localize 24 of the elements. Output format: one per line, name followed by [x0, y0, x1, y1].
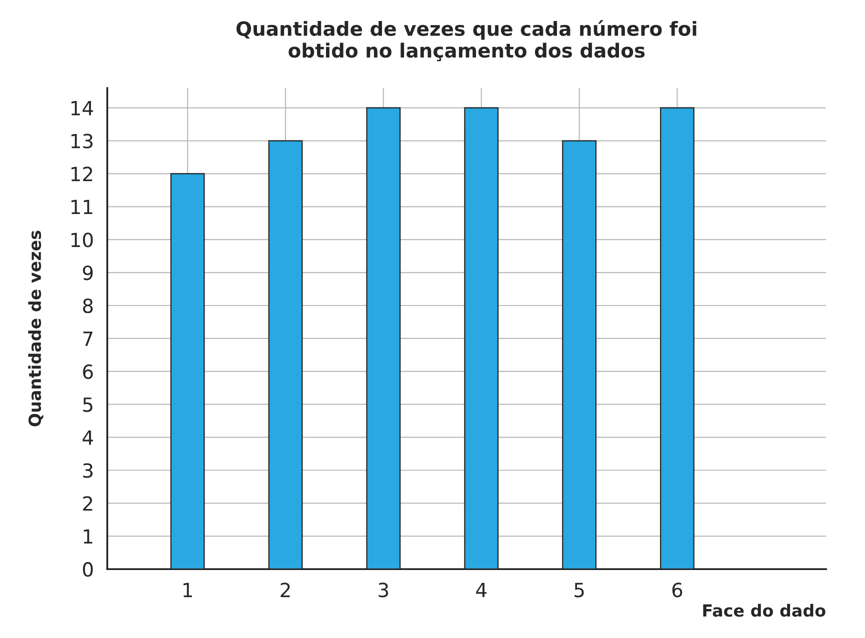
y-tick-label: 1 [84, 529, 92, 544]
y-tick-label: 4 [82, 430, 93, 445]
y-tick-label: 3 [83, 463, 93, 478]
x-tick-label: 1 [184, 582, 192, 598]
x-tick-label: 2 [280, 582, 290, 598]
chart-title: Quantidade de vezes que cada número foi obtido no lançamento dos dados [236, 20, 696, 62]
x-tick-label: 4 [476, 582, 486, 598]
y-axis-title: Quantidade de vezes [28, 230, 44, 426]
y-tick-label: 10 [71, 232, 93, 248]
x-axis-title: Face do dado [703, 604, 826, 617]
y-tick-label: 13 [71, 134, 93, 148]
y-tick-label: 5 [83, 398, 92, 412]
y-tick-label: 11 [71, 200, 92, 214]
x-tick-label: 5 [574, 582, 584, 598]
y-tick-label: 0 [82, 562, 93, 577]
y-tick-label: 8 [83, 298, 93, 314]
x-tick-label: 3 [378, 582, 388, 598]
y-tick-label: 2 [83, 496, 92, 511]
y-tick-label: 9 [82, 266, 93, 280]
y-tick-label: 12 [71, 166, 92, 182]
y-tick-label: 7 [83, 332, 92, 346]
x-tick-label: 6 [672, 582, 682, 598]
y-tick-label: 14 [71, 101, 93, 116]
y-tick-label: 6 [83, 364, 93, 380]
